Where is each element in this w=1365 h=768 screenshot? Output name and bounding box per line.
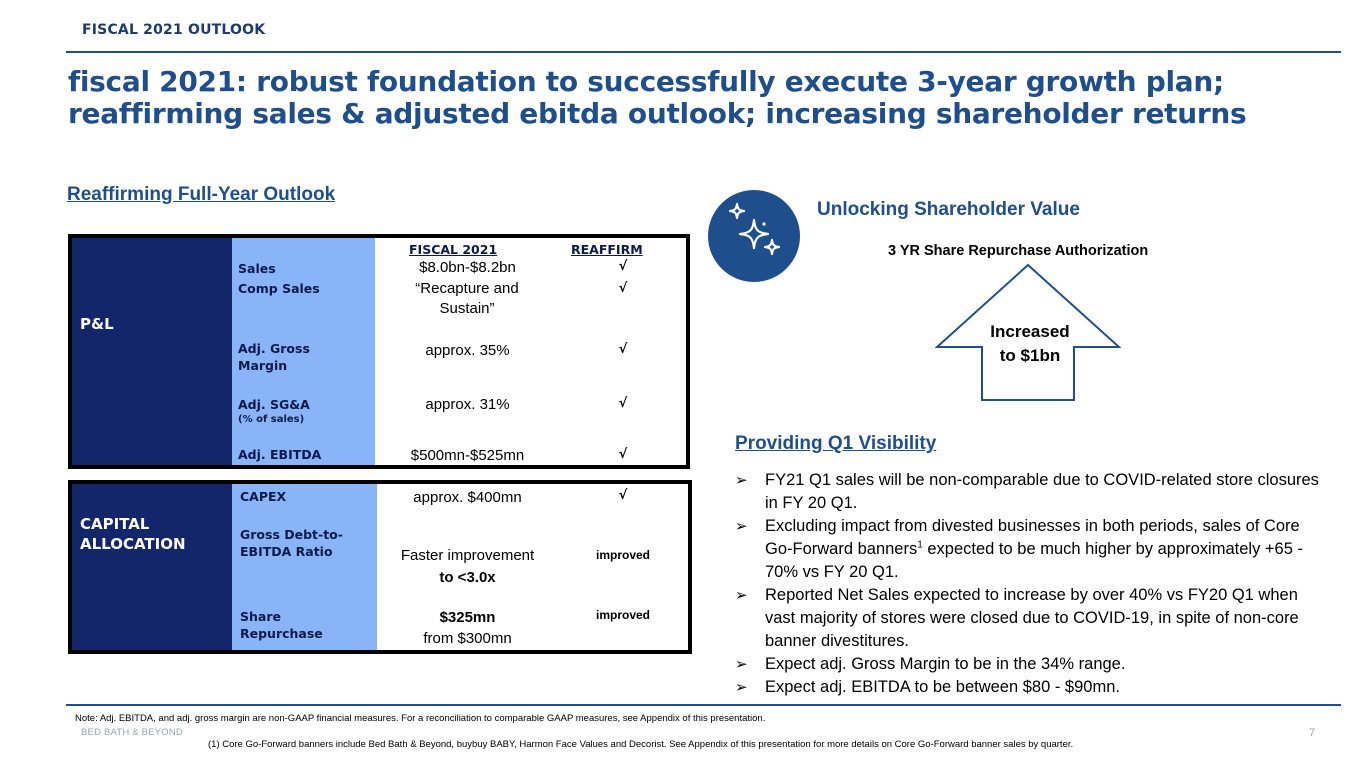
cap-category-cell: CAPITAL ALLOCATION — [72, 484, 232, 650]
footnote: (1) Core Go-Forward banners include Bed … — [208, 739, 1074, 750]
row-label-share-repurchase: Share Repurchase — [240, 609, 323, 641]
list-item: Reported Net Sales expected to increase … — [735, 584, 1325, 653]
row-label-sga-sub: (% of sales) — [238, 414, 305, 425]
row-value-gross-margin: approx. 35% — [425, 342, 510, 359]
page-number: 7 — [1309, 727, 1316, 739]
brand-logo-text: BED BATH & BEYOND — [81, 727, 183, 738]
row-label-comp-sales: Comp Sales — [238, 281, 320, 296]
row-value-debt-ratio-target: to <3.0x — [439, 569, 496, 586]
outlook-heading: Reaffirming Full-Year Outlook — [67, 184, 336, 205]
row-label-gross-margin: Adj. Gross Margin — [238, 341, 310, 373]
non-gaap-note: Note: Adj. EBITDA, and adj. gross margin… — [75, 713, 766, 724]
row-label-capex: CAPEX — [240, 489, 287, 504]
list-item: FY21 Q1 sales will be non-comparable due… — [735, 469, 1325, 515]
row-value-sales: $8.0bn-$8.2bn — [419, 259, 516, 276]
row-label-ebitda: Adj. EBITDA — [238, 447, 322, 462]
section-tag: FISCAL 2021 OUTLOOK — [82, 22, 266, 38]
sparkles-icon — [708, 190, 800, 282]
row-value-ebitda: $500mn-$525mn — [410, 447, 525, 464]
cap-category-label: CAPITAL ALLOCATION — [80, 515, 186, 553]
row-label-sga: Adj. SG&A (% of sales) — [238, 396, 310, 426]
row-value-comp-sales: “Recapture and Sustain” — [415, 280, 519, 317]
slide-title: fiscal 2021: robust foundation to succes… — [68, 65, 1247, 130]
pl-label-column — [232, 238, 375, 465]
row-value-sga: approx. 31% — [425, 396, 510, 413]
row-value-capex: approx. $400mn — [413, 489, 522, 506]
repurchase-authorization-label: 3 YR Share Repurchase Authorization — [888, 243, 1149, 259]
footnote-ref: 1 — [917, 539, 923, 551]
top-divider — [66, 51, 1341, 53]
row-status-share-repurchase: improved — [595, 608, 650, 622]
list-item: Expect adj. Gross Margin to be in the 34… — [735, 653, 1325, 676]
col-header-fiscal: FISCAL 2021 — [409, 242, 498, 257]
shareholder-value-heading: Unlocking Shareholder Value — [817, 199, 1080, 220]
row-label-debt-ratio: Gross Debt-to-EBITDA Ratio — [240, 527, 343, 559]
row-label-sga-main: Adj. SG&A — [238, 397, 310, 412]
row-status-ebitda: √ — [618, 447, 628, 462]
row-status-sga: √ — [618, 396, 628, 411]
row-status-capex: √ — [618, 488, 628, 503]
pl-category-cell: P&L — [72, 238, 232, 465]
bottom-divider — [66, 704, 1341, 706]
list-item: Excluding impact from divested businesse… — [735, 515, 1325, 584]
row-status-gross-margin: √ — [618, 342, 628, 357]
pl-table: P&L FISCAL 2021 REAFFIRM Sales $8.0bn-$8… — [68, 234, 690, 469]
pl-category-label: P&L — [80, 315, 114, 333]
row-value-debt-ratio: Faster improvement — [400, 547, 535, 564]
q1-bullet-list: FY21 Q1 sales will be non-comparable due… — [735, 469, 1325, 699]
cap-label-column — [232, 484, 377, 650]
up-arrow-shape — [934, 263, 1122, 407]
row-status-debt-ratio: improved — [595, 548, 650, 562]
row-status-comp-sales: √ — [618, 281, 628, 296]
q1-visibility-heading: Providing Q1 Visibility — [735, 433, 937, 454]
list-item: Expect adj. EBITDA to be between $80 - $… — [735, 676, 1325, 699]
col-header-reaffirm: REAFFIRM — [571, 242, 643, 257]
capital-allocation-table: CAPITAL ALLOCATION CAPEX approx. $400mn … — [68, 480, 692, 654]
row-value-share-repurchase: $325mn — [439, 609, 496, 626]
row-value-share-repurchase-prior: from $300mn — [423, 630, 512, 647]
row-status-sales: √ — [618, 259, 628, 274]
arrow-label: Increased to $1bn — [990, 322, 1070, 365]
row-label-sales: Sales — [238, 261, 276, 276]
